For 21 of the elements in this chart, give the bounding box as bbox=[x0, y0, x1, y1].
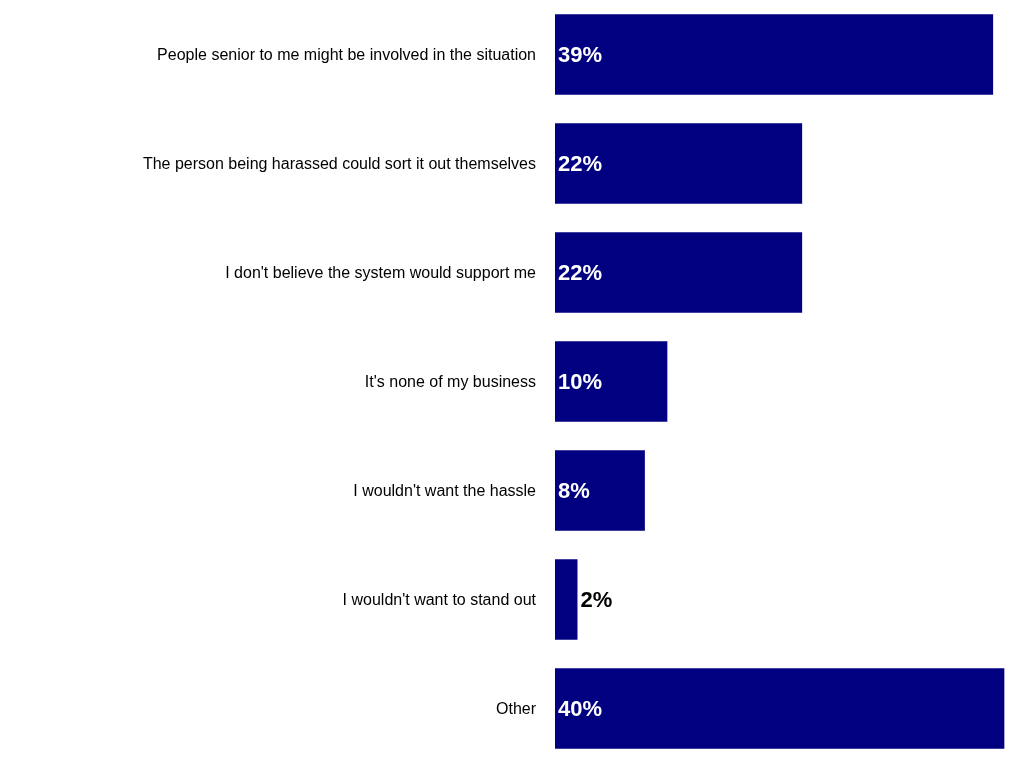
data-label: 8% bbox=[558, 478, 590, 503]
bar bbox=[555, 668, 1005, 749]
data-label: 22% bbox=[558, 151, 603, 176]
y-tick-label: I wouldn't want to stand out bbox=[342, 591, 537, 609]
y-tick-label: Other bbox=[495, 700, 537, 718]
y-tick-label: I wouldn't want the hassle bbox=[353, 482, 537, 500]
bar bbox=[555, 232, 803, 313]
y-tick-label: The person being harassed could sort it out themselves bbox=[142, 155, 536, 173]
bar bbox=[555, 123, 803, 204]
data-label: 10% bbox=[558, 369, 603, 394]
bar bbox=[555, 559, 578, 640]
bar bbox=[555, 341, 668, 422]
data-label: 39% bbox=[558, 42, 603, 67]
y-tick-label: It's none of my business bbox=[364, 373, 536, 391]
y-tick-label: People senior to me might be involved in the situation bbox=[157, 46, 536, 64]
y-tick-label: I don't believe the system would support me bbox=[225, 264, 537, 282]
data-label: 40% bbox=[558, 696, 603, 721]
data-label: 22% bbox=[558, 260, 603, 285]
bar bbox=[555, 450, 645, 531]
data-label: 2% bbox=[580, 587, 613, 612]
bar bbox=[555, 14, 994, 95]
